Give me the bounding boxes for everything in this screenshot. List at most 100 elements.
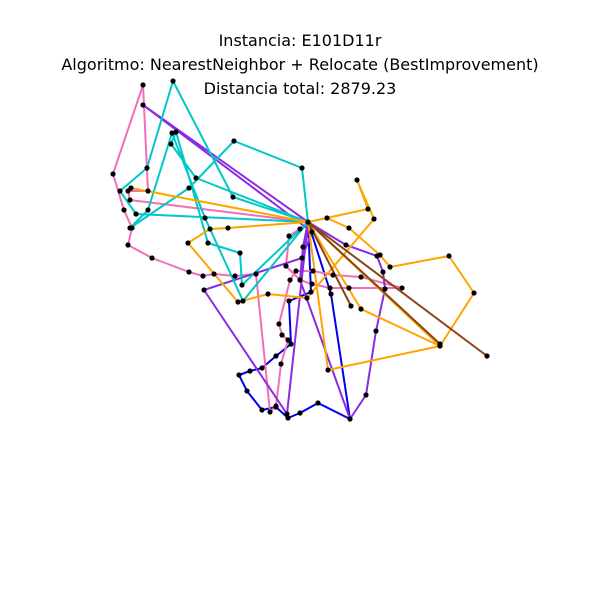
customer-node xyxy=(211,271,217,277)
customer-node xyxy=(259,407,265,413)
customer-node xyxy=(231,138,237,144)
customer-node xyxy=(239,282,245,288)
customer-node xyxy=(347,416,353,422)
customer-node xyxy=(315,400,321,406)
customer-node xyxy=(121,207,127,213)
customer-node xyxy=(230,194,236,200)
customer-node xyxy=(293,268,299,274)
customer-node xyxy=(283,263,289,269)
customer-node xyxy=(354,177,360,183)
customer-node xyxy=(309,281,315,287)
customer-node xyxy=(169,130,175,136)
customer-node xyxy=(358,274,364,280)
customer-node xyxy=(186,269,192,275)
customer-node xyxy=(300,244,306,250)
customer-node xyxy=(127,197,133,203)
customer-node xyxy=(380,269,386,275)
customer-node xyxy=(225,225,231,231)
customer-node xyxy=(309,229,315,235)
customer-node xyxy=(140,102,146,108)
customer-node xyxy=(343,242,349,248)
customer-node xyxy=(185,240,191,246)
customer-node xyxy=(267,409,273,415)
customer-node xyxy=(373,328,379,334)
customer-node xyxy=(285,337,291,343)
title-distance: Distancia total: 2879.23 xyxy=(204,79,397,98)
customer-node xyxy=(278,361,284,367)
customer-node xyxy=(324,215,330,221)
title-instance: Instancia: E101D11r xyxy=(219,31,382,50)
customer-node xyxy=(201,287,207,293)
customer-node xyxy=(363,392,369,398)
customer-node xyxy=(273,353,279,359)
customer-node xyxy=(117,188,123,194)
customer-node xyxy=(144,165,150,171)
customer-node xyxy=(399,285,405,291)
customer-node xyxy=(279,332,285,338)
nodes-layer xyxy=(110,78,490,422)
customer-node xyxy=(288,341,294,347)
customer-node xyxy=(127,225,133,231)
customer-node xyxy=(128,185,134,191)
customer-node xyxy=(365,206,371,212)
customer-node xyxy=(358,306,364,312)
depot-node xyxy=(305,219,311,225)
customer-node xyxy=(125,242,131,248)
customer-node xyxy=(265,291,271,297)
customer-node xyxy=(186,185,192,191)
customer-node xyxy=(371,216,377,222)
customer-node xyxy=(299,165,305,171)
customer-node xyxy=(253,271,259,277)
routes-layer xyxy=(112,80,488,420)
customer-node xyxy=(297,410,303,416)
customer-node xyxy=(330,272,336,278)
customer-node xyxy=(299,255,305,261)
customer-node xyxy=(232,273,238,279)
customer-node xyxy=(110,171,116,177)
customer-node xyxy=(240,298,246,304)
customer-node xyxy=(471,290,477,296)
customer-node xyxy=(140,82,146,88)
customer-node xyxy=(286,298,292,304)
customer-node xyxy=(377,252,383,258)
customer-node xyxy=(308,289,314,295)
customer-node xyxy=(297,226,303,232)
customer-node xyxy=(247,368,253,374)
customer-node xyxy=(170,78,176,84)
customer-node xyxy=(133,211,139,217)
customer-node xyxy=(437,341,443,347)
customer-node xyxy=(276,321,282,327)
customer-node xyxy=(200,273,206,279)
customer-node xyxy=(193,175,199,181)
customer-node xyxy=(327,285,333,291)
customer-node xyxy=(207,226,213,232)
customer-node xyxy=(244,388,250,394)
route-line-1 xyxy=(238,221,351,420)
customer-node xyxy=(348,303,354,309)
customer-node xyxy=(446,253,452,259)
customer-node xyxy=(286,233,292,239)
customer-node xyxy=(346,225,352,231)
customer-node xyxy=(168,141,174,147)
customer-node xyxy=(284,411,290,417)
customer-node xyxy=(259,365,265,371)
customer-node xyxy=(328,291,334,297)
customer-node xyxy=(145,207,151,213)
customer-node xyxy=(287,277,293,283)
customer-node xyxy=(297,277,303,283)
title-algorithm: Algoritmo: NearestNeighbor + Relocate (B… xyxy=(61,55,538,74)
customer-node xyxy=(285,415,291,421)
customer-node xyxy=(235,299,241,305)
customer-node xyxy=(173,129,179,135)
customer-node xyxy=(237,250,243,256)
customer-node xyxy=(325,367,331,373)
customer-node xyxy=(273,403,279,409)
customer-node xyxy=(387,264,393,270)
customer-node xyxy=(346,285,352,291)
customer-node xyxy=(149,255,155,261)
customer-node xyxy=(304,295,310,301)
customer-node xyxy=(310,268,316,274)
customer-node xyxy=(382,286,388,292)
customer-node xyxy=(484,353,490,359)
